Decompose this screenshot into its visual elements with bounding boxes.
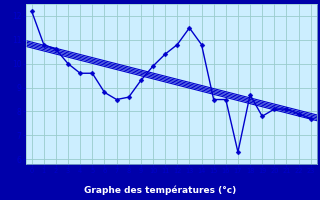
Text: Graphe des températures (°c): Graphe des températures (°c) xyxy=(84,185,236,195)
